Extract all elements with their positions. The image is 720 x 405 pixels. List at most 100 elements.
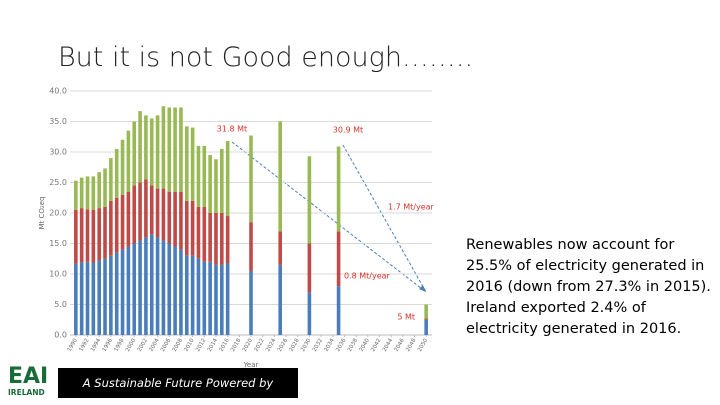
- bar-segment: [109, 158, 113, 201]
- bar-segment: [173, 246, 177, 335]
- bar-segment: [74, 180, 78, 210]
- bar-segment: [85, 261, 90, 335]
- x-tick-label: 2030: [300, 337, 312, 353]
- y-tick-label: 10.0: [49, 270, 67, 279]
- bar-segment: [132, 243, 137, 335]
- y-tick-label: 30.0: [49, 148, 67, 157]
- trend-arrow: [342, 144, 427, 293]
- y-tick-label: 5.0: [54, 300, 67, 309]
- bar-segment: [161, 240, 166, 335]
- bar-segment: [155, 188, 160, 238]
- bar-segment: [97, 172, 101, 209]
- x-tick-label: 2050: [417, 337, 429, 353]
- bar-segment: [179, 249, 183, 335]
- x-tick-label: 2042: [370, 338, 382, 353]
- bar-segment: [278, 121, 282, 232]
- bar-segment: [202, 145, 207, 207]
- bar-segment: [138, 240, 142, 335]
- bar-segment: [91, 176, 96, 210]
- y-tick-label: 40.0: [49, 87, 67, 96]
- bar-segment: [126, 191, 131, 247]
- annotation: 31.8 Mt: [217, 125, 247, 134]
- bar-segment: [424, 318, 428, 320]
- x-tick-label: 2044: [382, 337, 394, 353]
- bar-segment: [249, 270, 253, 335]
- bar-segment: [208, 155, 212, 213]
- bar-segment: [155, 115, 160, 189]
- bar-segment: [103, 168, 107, 207]
- bar-segment: [126, 130, 131, 192]
- x-tick-label: 2046: [394, 337, 406, 353]
- y-tick-label: 20.0: [49, 209, 67, 218]
- x-tick-label: 2014: [207, 337, 219, 353]
- x-tick-label: 2008: [172, 337, 184, 353]
- trend-arrow: [231, 141, 427, 293]
- bar-segment: [79, 262, 84, 335]
- y-axis-title: Mt CO₂eq: [38, 197, 46, 230]
- x-tick-label: 1998: [113, 337, 125, 353]
- bar-segment: [167, 191, 172, 244]
- bar-segment: [74, 209, 78, 264]
- x-tick-label: 2010: [183, 337, 195, 353]
- bar-segment: [220, 264, 224, 335]
- bar-segment: [179, 107, 183, 192]
- bar-segment: [149, 185, 154, 235]
- y-tick-label: 0.0: [54, 331, 67, 340]
- bar-segment: [120, 194, 125, 250]
- bar-segment: [97, 208, 101, 261]
- x-tick-label: 2026: [277, 337, 289, 353]
- bar-segment: [144, 115, 148, 180]
- x-tick-label: 2000: [125, 337, 137, 353]
- bar-segment: [85, 176, 90, 210]
- bar-segment: [196, 145, 201, 207]
- y-tick-label: 15.0: [49, 239, 67, 248]
- bar-segment: [225, 141, 230, 217]
- bar-segment: [167, 107, 172, 192]
- bar-segment: [278, 264, 282, 335]
- x-tick-label: 2016: [218, 337, 230, 353]
- x-tick-label: 2018: [230, 337, 242, 353]
- bar-segment: [424, 304, 428, 319]
- x-tick-label: 2006: [160, 337, 172, 353]
- bar-segment: [161, 188, 166, 241]
- x-tick-label: 2040: [359, 337, 371, 353]
- bar-segment: [336, 146, 341, 232]
- bar-segment: [173, 107, 177, 192]
- bar-segment: [138, 182, 142, 241]
- bar-segment: [120, 139, 125, 195]
- bar-segment: [91, 209, 96, 264]
- bar-segment: [336, 286, 341, 335]
- bar-segment: [220, 213, 224, 265]
- bar-segment: [249, 222, 253, 271]
- bar-segment: [109, 255, 113, 335]
- x-tick-label: 2032: [312, 338, 324, 353]
- bar-segment: [79, 177, 84, 209]
- bar-segment: [214, 159, 218, 213]
- bar-segment: [225, 216, 230, 264]
- bar-segment: [114, 197, 119, 253]
- x-tick-label: 1994: [90, 337, 102, 353]
- side-text: Renewables now account for 25.5% of elec…: [466, 237, 711, 337]
- bar-segment: [220, 148, 224, 213]
- bar-segment: [184, 255, 189, 335]
- footer-banner: A Sustainable Future Powered by Electric…: [58, 368, 298, 398]
- bar-segment: [208, 213, 212, 262]
- bar-segment: [132, 185, 137, 244]
- bar-segment: [225, 263, 230, 335]
- bar-segment: [97, 260, 101, 335]
- bar-segment: [249, 135, 253, 223]
- bar-segment: [184, 200, 189, 256]
- bar-segment: [132, 121, 137, 186]
- x-axis-title: Year: [243, 361, 259, 369]
- bar-segment: [307, 156, 312, 244]
- logo-subtitle: IRELAND: [8, 388, 45, 397]
- bar-segment: [103, 206, 107, 259]
- bar-segment: [167, 243, 172, 335]
- x-tick-label: 1990: [67, 337, 79, 353]
- bar-segment: [196, 206, 201, 259]
- annotation: 5 Mt: [397, 313, 415, 322]
- bar-segment: [120, 249, 125, 335]
- bar-segment: [307, 292, 312, 335]
